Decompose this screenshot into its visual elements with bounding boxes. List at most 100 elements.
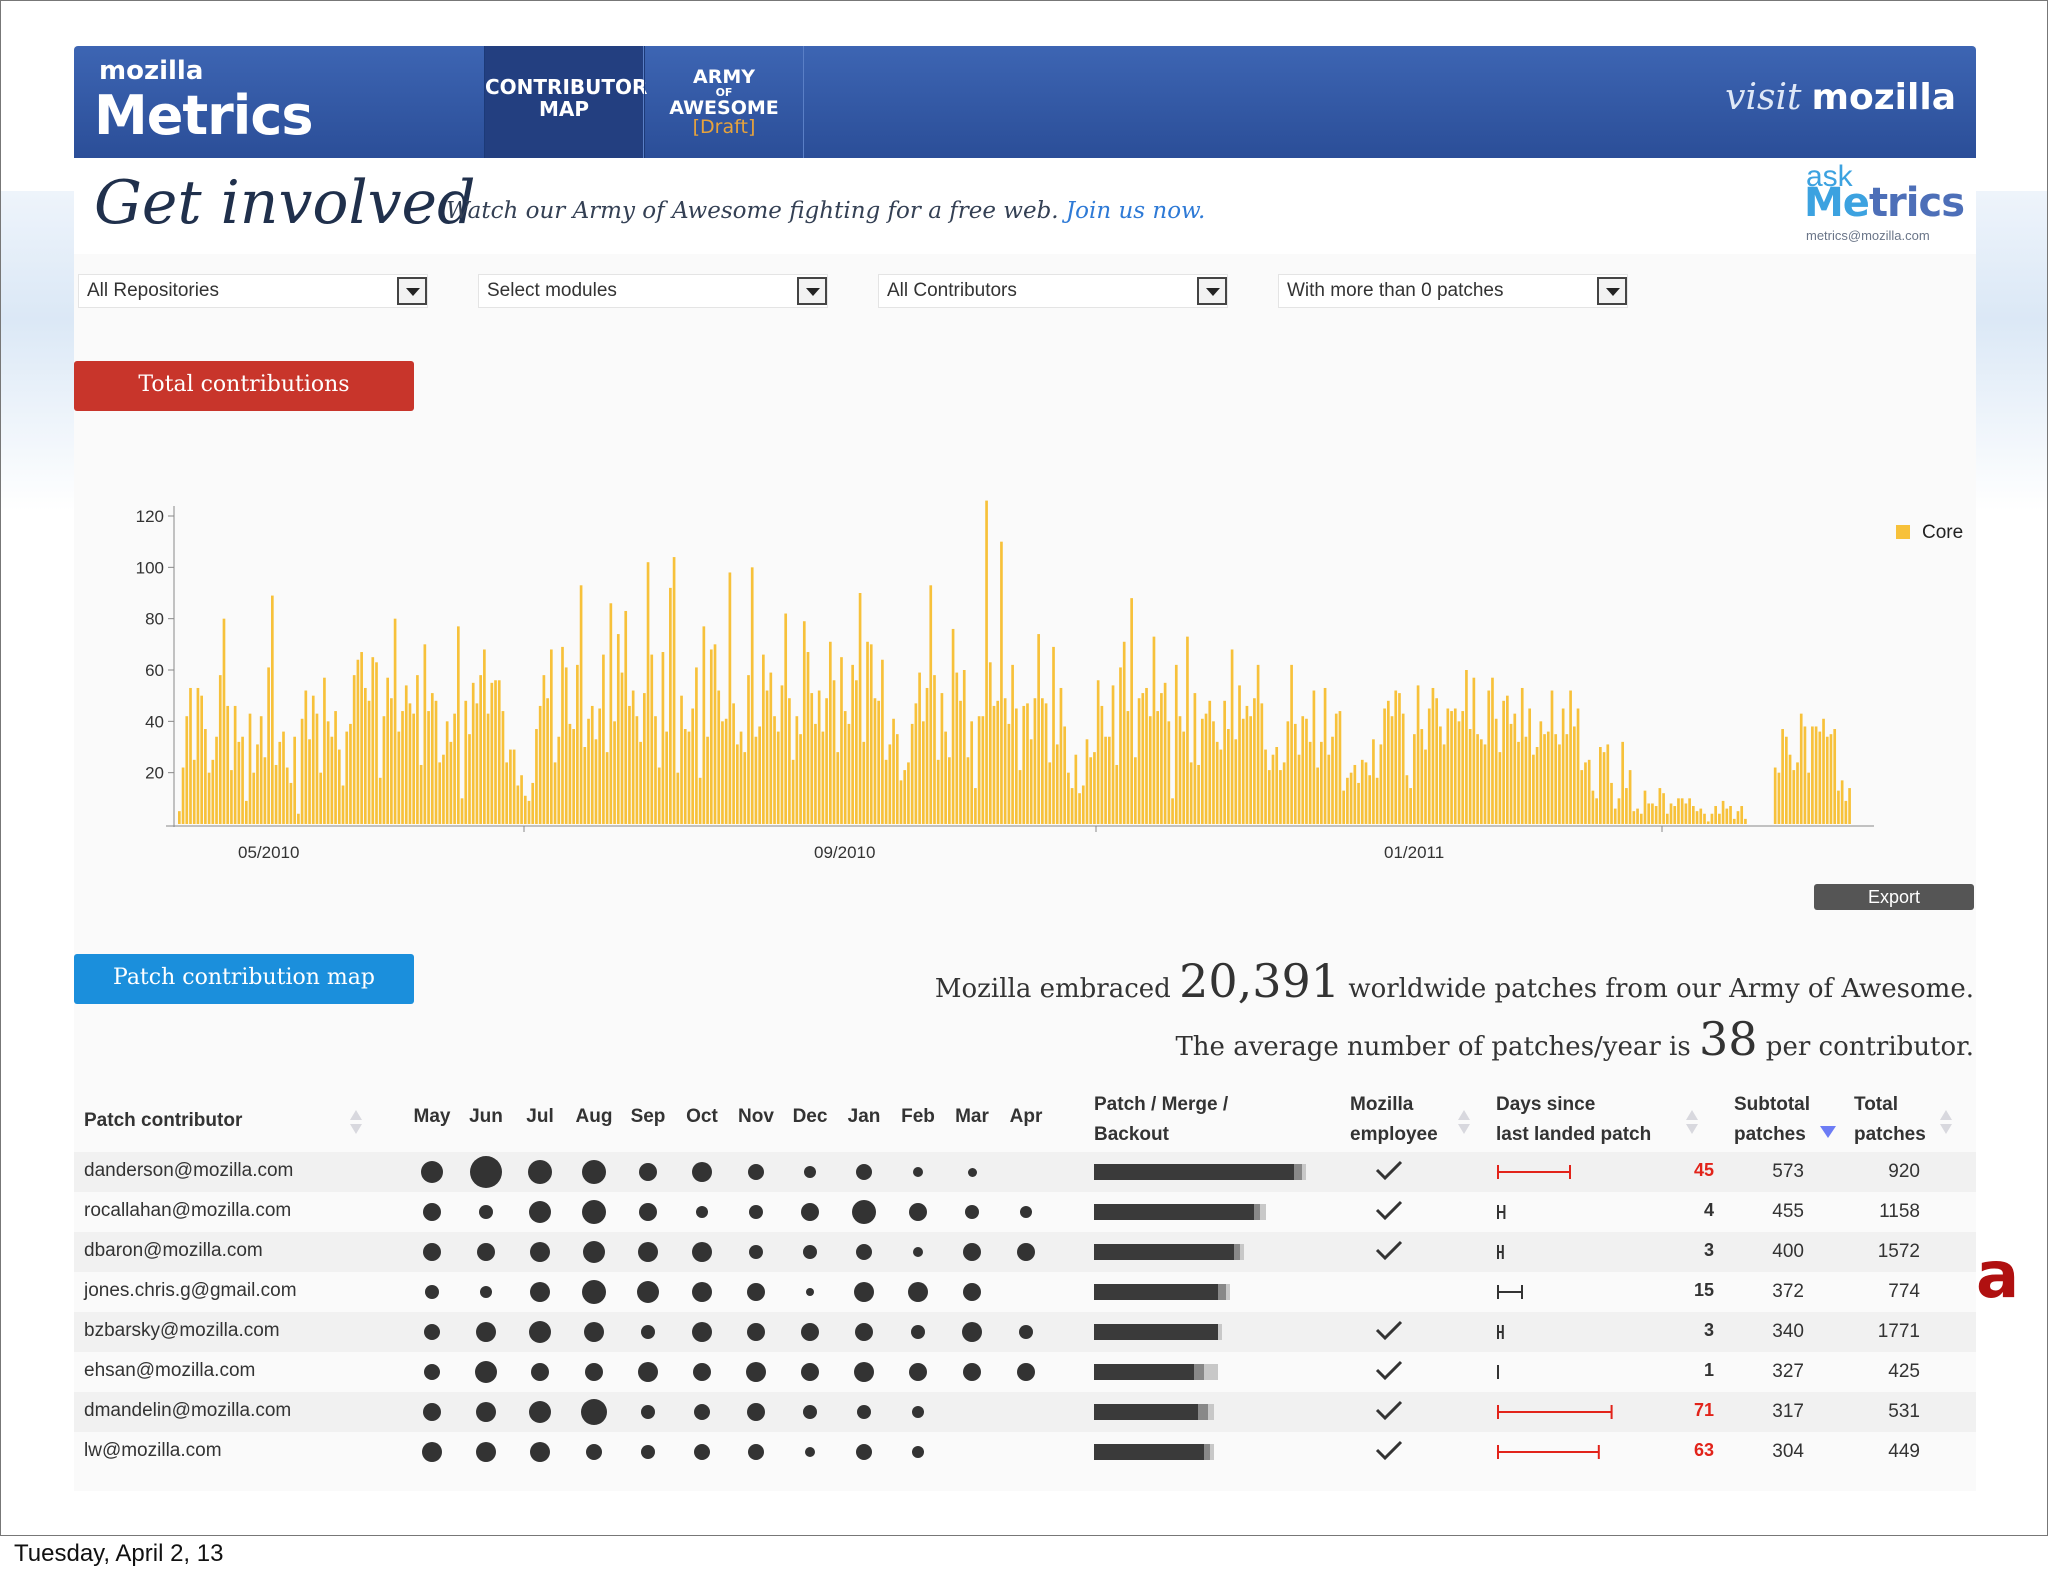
- contributor-email[interactable]: dmandelin@mozilla.com: [84, 1400, 292, 1421]
- col-month-jan[interactable]: Jan: [847, 1106, 881, 1127]
- bar: [1290, 664, 1293, 824]
- patch-count-select[interactable]: With more than 0 patches: [1278, 274, 1628, 308]
- contributor-email[interactable]: dbaron@mozilla.com: [84, 1240, 263, 1261]
- contributor-email[interactable]: lw@mozilla.com: [84, 1440, 222, 1461]
- nav-contributor-map[interactable]: CONTRIBUTOR MAP: [484, 46, 647, 158]
- bar: [527, 800, 531, 824]
- sort-arrows-icon[interactable]: [350, 1110, 362, 1136]
- contributor-email[interactable]: ehsan@mozilla.com: [84, 1360, 256, 1381]
- bar: [702, 626, 706, 824]
- col-month-mar[interactable]: Mar: [955, 1106, 989, 1127]
- tab-patch-contribution-map[interactable]: Patch contribution map: [74, 954, 414, 1004]
- table-row[interactable]: dbaron@mozilla.com 3 400 1572: [74, 1232, 1976, 1272]
- bar: [1561, 708, 1565, 824]
- bar: [732, 703, 735, 824]
- tab-total-contributions[interactable]: Total contributions: [74, 361, 414, 411]
- bar: [1357, 782, 1360, 824]
- col-month-jun[interactable]: Jun: [469, 1106, 503, 1127]
- chevron-down-icon[interactable]: [1597, 277, 1627, 305]
- bar: [1792, 770, 1796, 824]
- bar: [1840, 780, 1844, 824]
- contributor-email[interactable]: jones.chris.g@gmail.com: [84, 1280, 297, 1301]
- bar: [449, 741, 453, 824]
- table-row[interactable]: ehsan@mozilla.com 1 327 425: [74, 1352, 1976, 1392]
- col-month-nov[interactable]: Nov: [738, 1106, 774, 1127]
- bar: [695, 667, 698, 824]
- chevron-down-icon[interactable]: [1197, 277, 1227, 305]
- bar: [1256, 664, 1260, 824]
- bar: [512, 749, 516, 824]
- month-activity-dot: [749, 1205, 763, 1219]
- bar: [1141, 693, 1145, 824]
- bar: [1606, 744, 1610, 824]
- month-activity-dot: [967, 1167, 977, 1177]
- bar: [735, 744, 739, 824]
- bar: [1148, 716, 1152, 824]
- bar: [1145, 687, 1148, 824]
- col-total-patches[interactable]: Total patches: [1854, 1090, 1926, 1150]
- modules-select[interactable]: Select modules: [478, 274, 828, 308]
- table-row[interactable]: rocallahan@mozilla.com 4 455 1158: [74, 1192, 1976, 1232]
- bar: [1245, 705, 1249, 824]
- bar: [1788, 754, 1792, 824]
- table-row[interactable]: dmandelin@mozilla.com 71 317 531: [74, 1392, 1976, 1432]
- col-days-since[interactable]: Days since last landed patch: [1496, 1090, 1651, 1150]
- sort-desc-icon[interactable]: [1820, 1126, 1836, 1138]
- col-month-oct[interactable]: Oct: [686, 1106, 718, 1127]
- bar: [1602, 752, 1606, 824]
- export-button[interactable]: Export: [1814, 884, 1974, 910]
- col-month-may[interactable]: May: [413, 1106, 451, 1127]
- table-row[interactable]: jones.chris.g@gmail.com 15 372 774: [74, 1272, 1976, 1312]
- col-month-apr[interactable]: Apr: [1009, 1106, 1043, 1127]
- join-us-link[interactable]: Join us now.: [1065, 198, 1206, 224]
- table-row[interactable]: lw@mozilla.com 63 304 449: [74, 1432, 1976, 1472]
- sort-arrows-icon[interactable]: [1686, 1110, 1698, 1136]
- col-subtotal-patches[interactable]: Subtotal patches: [1734, 1090, 1810, 1150]
- merge-bar: [1234, 1244, 1240, 1260]
- bar: [1316, 767, 1319, 824]
- col-month-aug[interactable]: Aug: [575, 1106, 613, 1127]
- col-month-sep[interactable]: Sep: [630, 1106, 666, 1127]
- month-activity-dot: [801, 1323, 819, 1341]
- bar: [1383, 708, 1386, 824]
- table-row[interactable]: bzbarsky@mozilla.com 3 340 1771: [74, 1312, 1976, 1352]
- bar: [654, 716, 657, 824]
- bar: [200, 695, 203, 824]
- visit-mozilla-link[interactable]: visit mozilla: [1725, 76, 1956, 118]
- bar: [605, 752, 609, 824]
- month-activity-dot: [692, 1322, 712, 1342]
- month-activity-dot: [584, 1322, 604, 1342]
- contributors-select[interactable]: All Contributors: [878, 274, 1228, 308]
- month-activity-dot: [963, 1283, 981, 1301]
- col-month-dec[interactable]: Dec: [792, 1106, 828, 1127]
- logo-metrics-text[interactable]: Metrics: [94, 84, 313, 147]
- bar: [1212, 721, 1215, 824]
- bar: [1249, 716, 1253, 824]
- col-patch-merge-backout[interactable]: Patch / Merge / Backout: [1094, 1090, 1228, 1150]
- contributor-email[interactable]: bzbarsky@mozilla.com: [84, 1320, 280, 1341]
- chevron-down-icon[interactable]: [797, 277, 827, 305]
- sort-arrows-icon[interactable]: [1940, 1110, 1952, 1136]
- sort-arrows-icon[interactable]: [1458, 1110, 1470, 1136]
- summary-line2-b: per contributor.: [1765, 1032, 1974, 1062]
- contributor-email[interactable]: danderson@mozilla.com: [84, 1160, 294, 1181]
- col-patch-contributor[interactable]: Patch contributor: [84, 1110, 243, 1131]
- bar: [1152, 636, 1156, 824]
- chevron-down-icon[interactable]: [397, 277, 427, 305]
- subtotal-patches-value: 372: [1772, 1281, 1804, 1302]
- backout-bar: [1260, 1204, 1266, 1220]
- bar: [929, 585, 933, 824]
- col-month-feb[interactable]: Feb: [901, 1106, 935, 1127]
- table-row[interactable]: danderson@mozilla.com 45 573 920: [74, 1152, 1976, 1192]
- bar: [434, 700, 438, 824]
- month-activity-dot: [963, 1243, 981, 1261]
- col-month-jul[interactable]: Jul: [526, 1106, 554, 1127]
- col-mozilla-employee[interactable]: Mozilla employee: [1350, 1090, 1438, 1150]
- bar: [1703, 813, 1706, 824]
- nav-army-of-awesome[interactable]: ARMY OF AWESOME [Draft]: [644, 46, 804, 158]
- contributor-email[interactable]: rocallahan@mozilla.com: [84, 1200, 292, 1221]
- ask-metrics-email[interactable]: metrics@mozilla.com: [1806, 228, 1930, 243]
- bar: [293, 736, 296, 824]
- ask-metrics-logo[interactable]: ask Metrics metrics@mozilla.com: [1796, 160, 1965, 243]
- repositories-select[interactable]: All Repositories: [78, 274, 428, 308]
